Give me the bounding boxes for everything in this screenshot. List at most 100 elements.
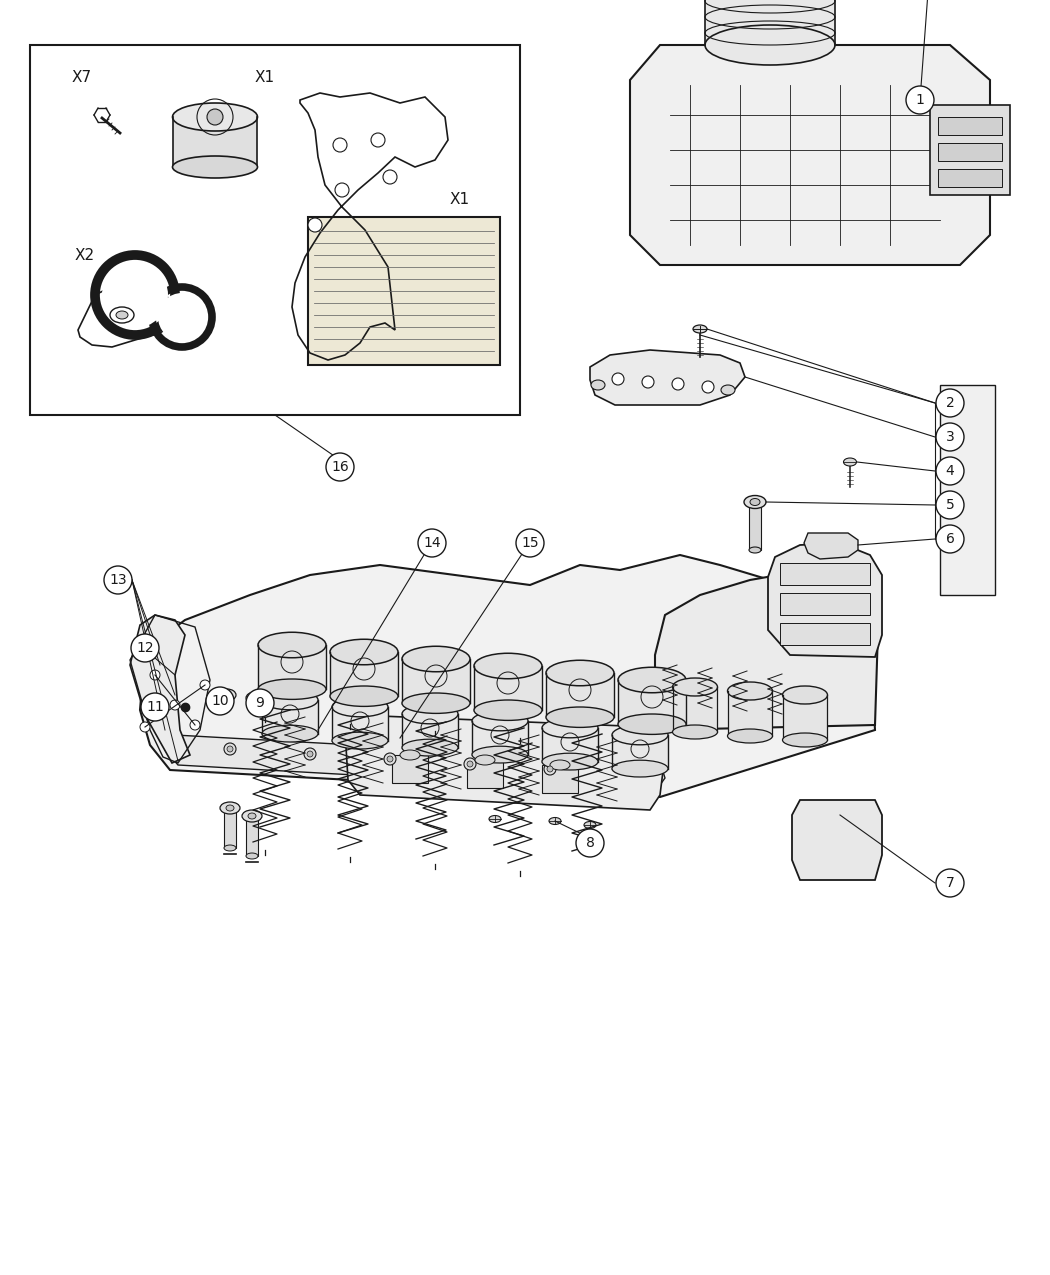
Ellipse shape [721, 385, 735, 395]
Bar [938, 170, 1002, 187]
Polygon shape [655, 572, 878, 731]
Bar [402, 659, 470, 704]
Bar [618, 680, 686, 724]
Bar [30, 45, 520, 414]
Ellipse shape [242, 810, 262, 822]
Ellipse shape [843, 458, 857, 465]
Text: 2: 2 [946, 397, 954, 411]
Ellipse shape [402, 646, 470, 672]
Text: X7: X7 [72, 70, 92, 84]
Ellipse shape [258, 632, 326, 658]
Circle shape [206, 687, 234, 715]
Circle shape [906, 85, 934, 113]
Polygon shape [792, 799, 882, 880]
Polygon shape [165, 734, 665, 792]
Text: 9: 9 [255, 696, 265, 710]
Ellipse shape [472, 746, 528, 762]
Ellipse shape [223, 692, 231, 697]
Ellipse shape [402, 740, 458, 756]
Circle shape [307, 751, 313, 757]
Circle shape [141, 694, 169, 720]
Ellipse shape [330, 686, 398, 706]
Ellipse shape [474, 700, 542, 720]
Ellipse shape [750, 499, 760, 505]
Bar [728, 691, 772, 736]
Ellipse shape [218, 688, 236, 701]
Bar [705, 0, 835, 45]
Circle shape [467, 761, 472, 768]
Circle shape [936, 423, 964, 451]
Circle shape [190, 720, 200, 731]
Circle shape [936, 456, 964, 484]
Circle shape [544, 762, 556, 775]
Ellipse shape [749, 547, 761, 553]
Text: 1: 1 [916, 93, 924, 107]
Circle shape [936, 389, 964, 417]
Text: X2: X2 [75, 247, 96, 263]
Bar [546, 673, 614, 718]
Bar [246, 816, 258, 856]
Circle shape [936, 491, 964, 519]
Bar [474, 666, 542, 710]
Polygon shape [590, 351, 745, 405]
Ellipse shape [672, 678, 717, 696]
Circle shape [207, 108, 223, 125]
Text: 7: 7 [946, 876, 954, 890]
Circle shape [672, 377, 684, 390]
Circle shape [642, 376, 654, 388]
Text: 14: 14 [423, 536, 441, 550]
Ellipse shape [744, 496, 766, 509]
Bar [542, 765, 578, 793]
Ellipse shape [782, 733, 827, 747]
Ellipse shape [584, 821, 596, 829]
Circle shape [547, 766, 553, 771]
Ellipse shape [474, 653, 542, 678]
Circle shape [200, 680, 210, 690]
Ellipse shape [612, 725, 668, 745]
Ellipse shape [172, 103, 257, 131]
Polygon shape [804, 533, 858, 558]
Ellipse shape [224, 845, 236, 850]
Bar [472, 720, 528, 755]
Bar [749, 502, 761, 550]
Bar [332, 708, 388, 741]
Bar [673, 687, 717, 732]
Ellipse shape [246, 692, 264, 704]
Ellipse shape [489, 816, 501, 822]
Circle shape [936, 525, 964, 553]
Ellipse shape [591, 380, 605, 390]
Ellipse shape [472, 711, 528, 731]
Circle shape [387, 756, 393, 762]
Ellipse shape [402, 694, 470, 714]
Circle shape [418, 529, 446, 557]
Polygon shape [140, 555, 875, 797]
Ellipse shape [226, 805, 234, 811]
Circle shape [383, 170, 397, 184]
Bar [173, 117, 257, 167]
Ellipse shape [705, 26, 835, 65]
Ellipse shape [672, 725, 717, 739]
Polygon shape [130, 615, 190, 762]
Ellipse shape [612, 760, 668, 776]
Circle shape [612, 374, 624, 385]
Ellipse shape [262, 725, 318, 742]
Bar [467, 760, 503, 788]
Circle shape [326, 453, 354, 481]
Circle shape [464, 759, 476, 770]
Ellipse shape [782, 686, 827, 704]
Ellipse shape [618, 714, 686, 734]
Circle shape [936, 870, 964, 898]
Bar [392, 755, 428, 783]
Ellipse shape [262, 690, 318, 710]
Ellipse shape [693, 325, 707, 333]
Circle shape [150, 669, 160, 680]
Bar [612, 734, 668, 769]
Ellipse shape [400, 750, 420, 760]
Ellipse shape [549, 817, 561, 825]
Circle shape [371, 133, 385, 147]
Text: 8: 8 [586, 836, 594, 850]
Circle shape [246, 688, 274, 717]
Text: 12: 12 [136, 641, 153, 655]
Text: 13: 13 [109, 572, 127, 586]
Ellipse shape [116, 311, 128, 319]
